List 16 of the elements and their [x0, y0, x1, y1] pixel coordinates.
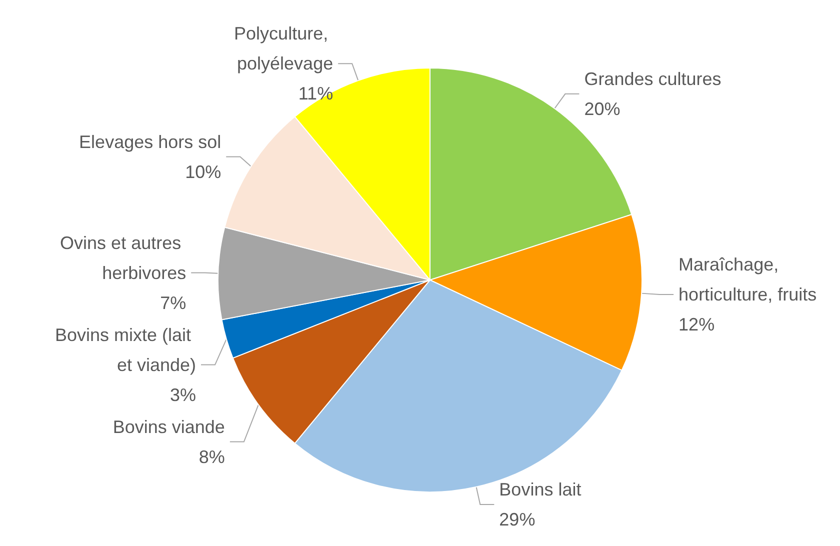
data-label: 11% — [298, 84, 334, 104]
slice-label: Grandes cultures — [584, 68, 722, 89]
slice-label: Bovins mixte (lait et viande) — [54, 324, 196, 375]
data-label: 10% — [185, 162, 222, 182]
data-label: 29% — [499, 509, 536, 530]
slice-label: Maraîchage, horticulture, fruits — [678, 254, 817, 304]
slice-label: Bovins viande — [112, 416, 225, 437]
data-label: 8% — [198, 446, 225, 467]
slice-label: Elevages hors sol — [79, 132, 222, 152]
data-label: 20% — [584, 98, 620, 119]
data-label: 12% — [678, 314, 715, 334]
slice-label: Polyculture, polyélevage — [234, 24, 334, 74]
data-label: 7% — [160, 292, 186, 313]
slice-label: Ovins et autres herbivores — [60, 232, 186, 283]
data-label: 3% — [170, 384, 196, 405]
slice-label: Bovins lait — [499, 479, 582, 500]
